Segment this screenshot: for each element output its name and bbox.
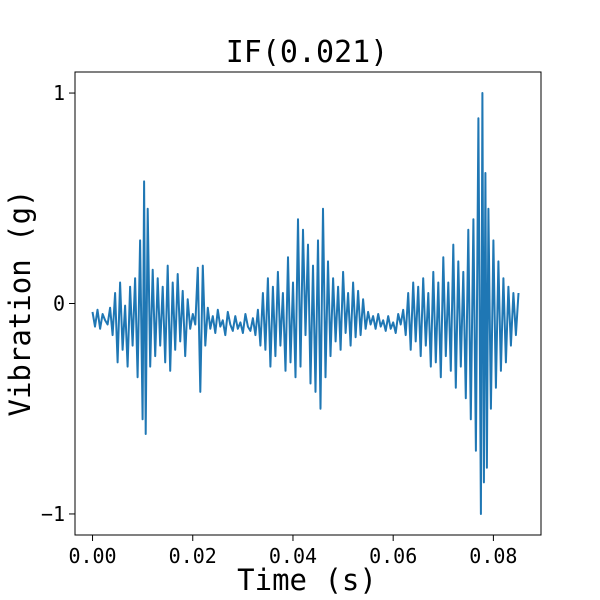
y-tick-label: 1 bbox=[53, 81, 65, 105]
x-tick-label: 0.00 bbox=[68, 544, 116, 568]
y-tick-label: 0 bbox=[53, 292, 65, 316]
y-axis-label: Vibration (g) bbox=[3, 190, 37, 417]
x-tick-label: 0.02 bbox=[169, 544, 217, 568]
series-layer bbox=[91, 92, 520, 515]
x-axis-label: Time (s) bbox=[237, 563, 377, 597]
x-tick-label: 0.04 bbox=[269, 544, 317, 568]
x-tick-label: 0.06 bbox=[369, 544, 417, 568]
y-tick-label: −1 bbox=[41, 502, 65, 526]
chart-title: IF(0.021) bbox=[226, 35, 389, 70]
x-tick-label: 0.08 bbox=[469, 544, 517, 568]
vibration-series-line bbox=[91, 92, 520, 515]
axis-ticks: 0.00 0.02 0.04 0.06 0.08 −1 0 1 bbox=[41, 81, 518, 568]
